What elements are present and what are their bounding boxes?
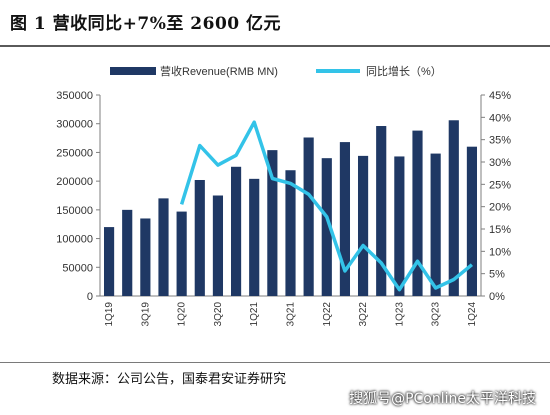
revenue-bar <box>158 198 169 296</box>
left-axis-tick-label: 100000 <box>56 234 93 246</box>
revenue-bar <box>448 120 459 296</box>
right-axis-tick-label: 25% <box>489 179 511 191</box>
revenue-bar <box>140 218 151 296</box>
revenue-bar <box>376 126 387 296</box>
x-axis-tick-label: 1Q19 <box>104 302 115 327</box>
right-axis-tick-label: 5% <box>489 269 505 281</box>
title-divider <box>0 45 550 47</box>
x-axis-tick-label: 1Q22 <box>322 302 333 327</box>
right-axis-tick-label: 20% <box>489 202 511 214</box>
x-axis-tick-label: 3Q21 <box>286 302 297 327</box>
right-axis-tick-label: 35% <box>489 135 511 147</box>
left-axis-tick-label: 300000 <box>56 119 93 131</box>
growth-line-series <box>179 120 474 292</box>
bar-series <box>103 120 478 296</box>
x-axis-tick-label: 3Q22 <box>358 302 369 327</box>
revenue-bar <box>230 166 242 296</box>
revenue-bar <box>249 178 260 296</box>
x-axis-tick-label: 1Q23 <box>394 302 405 327</box>
right-axis-tick-label: 0% <box>489 291 505 303</box>
revenue-bar <box>412 130 423 296</box>
x-axis-tick-label: 1Q21 <box>249 302 260 327</box>
left-axis-tick-label: 250000 <box>56 147 93 159</box>
revenue-bar <box>430 153 441 296</box>
data-source-note: 数据来源：公司公告，国泰君安证券研究 <box>52 372 287 387</box>
revenue-bar <box>394 156 405 296</box>
revenue-bar <box>176 211 187 296</box>
revenue-bar <box>103 227 115 296</box>
left-axis-tick-label: 50000 <box>62 262 93 274</box>
x-axis-tick-label: 1Q20 <box>177 302 188 327</box>
revenue-bar <box>267 150 278 296</box>
revenue-bar <box>285 170 296 296</box>
x-axis-tick-label: 3Q20 <box>213 302 224 327</box>
x-axis-tick-label: 1Q24 <box>467 302 478 327</box>
legend-bar-label: 营收Revenue(RMB MN) <box>160 64 278 78</box>
legend-line-label: 同比增长（%） <box>366 64 442 78</box>
footer-divider <box>0 362 550 363</box>
right-axis-tick-label: 10% <box>489 246 511 258</box>
revenue-bar <box>321 158 332 296</box>
revenue-bar <box>339 142 351 296</box>
left-axis-tick-label: 350000 <box>56 90 93 102</box>
right-axis-tick-label: 15% <box>489 224 511 236</box>
chart-legend: 营收Revenue(RMB MN) 同比增长（%） <box>110 64 442 78</box>
x-axis-tick-label: 3Q23 <box>431 302 442 327</box>
left-axis-tick-label: 200000 <box>56 176 93 188</box>
left-axis-tick-label: 0 <box>87 291 93 303</box>
watermark: 搜狐号@PConline太平洋科技 <box>349 391 536 407</box>
revenue-bar <box>466 146 478 296</box>
revenue-bar <box>303 137 314 296</box>
x-axis-tick-labels: 1Q19 3Q19 1Q20 3Q20 1Q21 3Q21 1Q22 3Q22 1Q23 3Q23… <box>104 302 478 327</box>
x-axis-tick-label: 3Q19 <box>140 302 151 327</box>
legend-bar-swatch <box>110 67 156 75</box>
revenue-bar <box>212 195 224 296</box>
revenue-growth-chart: 营收Revenue(RMB MN) 同比增长（%） 0 50000 100000 15… <box>56 64 511 327</box>
revenue-bar <box>357 155 369 296</box>
right-axis-tick-label: 40% <box>489 112 511 124</box>
revenue-bar <box>194 179 205 296</box>
revenue-bar <box>122 209 133 296</box>
right-axis-tick-label: 30% <box>489 157 511 169</box>
left-axis-tick-label: 150000 <box>56 205 93 217</box>
chart-axes: 0 50000 100000 150000 200000 250000 300000 3500… <box>56 90 511 303</box>
right-axis-tick-label: 45% <box>489 90 511 102</box>
figure-title: 图 1 营收同比+7%至 2600 亿元 <box>10 14 282 34</box>
